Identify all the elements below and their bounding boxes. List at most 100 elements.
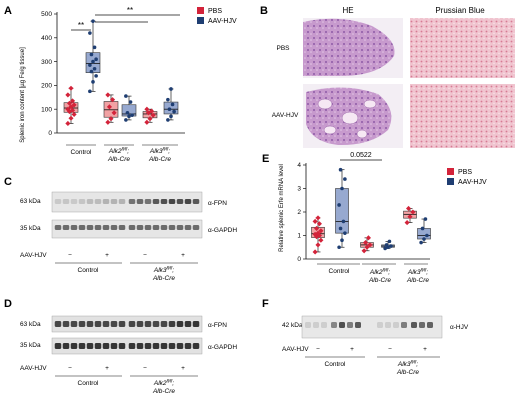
y-tick-label: 4 [297,162,301,169]
panel-e-ylabel: Relative splenic Erfe mRNA level [279,164,285,252]
d-sign-1: − [68,365,72,372]
d-sign-3: − [143,365,147,372]
blot-band [176,343,184,349]
blot-band [305,322,311,328]
y-tick-label: 300 [41,59,52,66]
blot-band [86,321,94,327]
f-sign-2: + [350,346,354,353]
panel-a-label: A [4,5,12,17]
data-point [144,119,150,125]
pb-aav-image [410,84,515,148]
c-group-control: Control [78,267,100,274]
blot-band [54,225,62,230]
data-point [314,225,320,231]
panel-a-ylabel: Splenic iron content [µg Fe/g tissue] [20,47,26,143]
c-sign-4: + [181,252,185,259]
blot-band [152,321,160,327]
panel-a-boxes [63,19,179,127]
y-tick-label: 0 [48,130,52,137]
blot-band [347,322,353,328]
f-blot-hjv [301,315,443,339]
data-point [423,217,428,221]
f-group-control: Control [325,361,347,368]
blot-band [110,225,118,230]
panel-e: E Relative splenic Erfe mRNA level 0 1 2 3 4… [262,152,487,284]
data-point [105,119,111,125]
y-tick-label: 3 [297,186,301,193]
data-point [68,85,74,91]
data-point [88,31,92,35]
data-point [383,246,387,251]
legend-pbs-a: PBS [208,8,222,15]
c-blot-fpn [51,191,203,213]
box [335,188,349,234]
legend-pbs-swatch-e [447,168,454,175]
e-pvalue: 0.0522 [350,152,372,159]
data-point [337,203,341,207]
blot-band [118,199,126,204]
y-tick-label: 400 [41,35,52,42]
data-point [65,106,71,112]
data-point [91,59,95,64]
legend-pbs-e: PBS [458,169,472,176]
blot-band [152,199,160,204]
blot-band [184,199,192,204]
a-group-alk2-cre: Alb-Cre [107,156,130,163]
data-point [404,220,410,226]
blot-band [62,199,70,204]
data-point [167,107,172,111]
blot-band [118,343,126,349]
d-blot-fpn [51,315,203,333]
data-point [312,249,318,255]
f-bands [305,322,433,328]
blot-band [94,199,102,204]
data-point [169,114,173,119]
blot-band [313,322,319,328]
blot-band [70,343,78,349]
blot-band [102,321,110,327]
blot-band [168,225,176,230]
c-treatment: AAV-HJV [20,252,47,259]
data-point [108,116,114,122]
blot-band [168,321,176,327]
data-point [125,110,130,115]
blot-band [144,199,152,204]
data-point [384,243,389,247]
c-sign-3: − [143,252,147,259]
f-group-alk3-cre: Alb-Cre [396,369,419,376]
blot-band [160,321,168,327]
data-point [387,239,392,244]
blot-band [176,199,184,204]
blot-band [419,322,425,328]
blot-band [70,321,78,327]
blot-band [128,199,136,204]
blot-band [160,343,168,349]
y-tick-label: 1 [297,233,301,240]
data-point [88,63,92,67]
d-kda-63: 63 kDa [20,321,41,328]
data-point [337,245,341,250]
data-point [127,114,131,119]
d-sign-4: + [181,365,185,372]
a-group-alk3-cre: Alb-Cre [148,156,171,163]
data-point [343,231,347,235]
c-band-fpn: α-FPN [208,200,227,207]
he-aav-follicles [317,98,377,139]
data-point [89,52,94,57]
data-point [315,242,321,248]
c-sign-1: − [68,252,72,259]
panel-a: A Splenic iron content [µg Fe/g tissue] … [4,5,237,163]
data-point [110,97,116,103]
c-group-alk3: Alk3fl/fl; [153,266,174,275]
blot-band [62,225,70,230]
data-point [340,186,344,191]
legend-pbs-swatch-a [197,7,204,14]
b-row-aav: AAV-HJV [272,112,299,119]
f-sign-4: + [423,346,427,353]
data-point [88,89,92,94]
blot-band [136,321,144,327]
data-point [338,167,343,172]
blot-band [401,322,407,328]
data-point [68,115,74,121]
